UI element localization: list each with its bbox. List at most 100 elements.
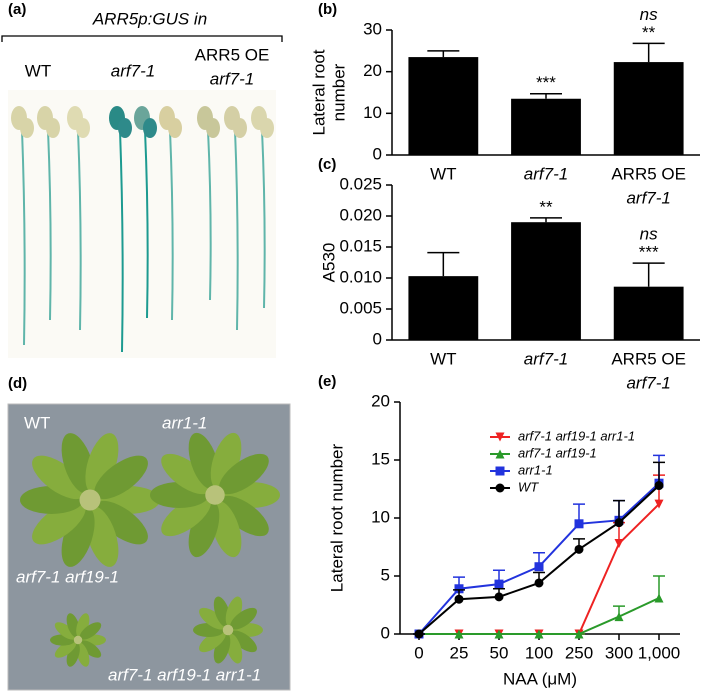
bar xyxy=(408,276,479,340)
group-label: arf7-1 xyxy=(210,69,254,88)
y-tick-label: 0.020 xyxy=(339,205,382,224)
leaf xyxy=(230,607,257,630)
plant-label: arr1-1 xyxy=(162,413,207,432)
root xyxy=(207,129,212,301)
x-tick-label: ARR5 OE xyxy=(611,349,686,368)
leaf xyxy=(94,455,148,500)
marker xyxy=(654,499,664,509)
cotyledon xyxy=(20,118,34,138)
y-tick-label: 10 xyxy=(363,103,382,122)
leaf xyxy=(94,500,148,545)
x-tick-label: arf7-1 xyxy=(524,349,568,368)
plant-label: WT xyxy=(24,413,50,432)
y-axis-label: Lateral root xyxy=(309,49,328,135)
cotyledon xyxy=(168,118,182,138)
panel-a: (a) ARR5p:GUS in WT arf7-1 ARR5 OE arf7-… xyxy=(1,1,283,358)
root xyxy=(21,129,26,346)
cotyledon xyxy=(260,118,274,138)
bar xyxy=(613,62,684,156)
error-bar xyxy=(632,42,665,63)
group-label: arf7-1 xyxy=(111,61,155,80)
x-tick-label: arf7-1 xyxy=(626,373,670,392)
y-axis-label: number xyxy=(329,63,348,121)
x-tick-label: WT xyxy=(430,349,456,368)
bracket xyxy=(1,35,283,42)
leaf xyxy=(161,453,211,495)
marker xyxy=(574,544,584,554)
annotation: ** xyxy=(642,23,656,42)
leaf xyxy=(32,500,86,545)
y-tick-label: 0 xyxy=(373,144,382,163)
bar xyxy=(408,57,479,156)
error-bar xyxy=(427,50,460,58)
panel-d: (d) WT arr1-1 arf7-1 arf19-1 arf7-1 arf1… xyxy=(7,375,291,691)
seedlings xyxy=(11,106,274,353)
leaf xyxy=(161,495,211,537)
marker xyxy=(614,518,624,528)
legend-label: arf7-1 arf19-1 xyxy=(518,445,597,460)
x-tick-label: 250 xyxy=(565,643,593,662)
marker xyxy=(494,579,504,589)
y-axis-label: Lateral root number xyxy=(327,443,346,592)
y-tick-label: 20 xyxy=(363,61,382,80)
marker xyxy=(614,612,624,622)
x-tick-label: 300 xyxy=(605,643,633,662)
panel-label: (b) xyxy=(318,1,337,18)
y-tick-label: 20 xyxy=(371,391,390,410)
plant-label: arf7-1 arf19-1 xyxy=(16,567,119,586)
group-label: ARR5 OE xyxy=(195,45,270,64)
y-tick-label: 30 xyxy=(363,19,382,38)
rosette-center xyxy=(222,624,234,636)
cotyledon xyxy=(118,118,132,138)
cotyledon xyxy=(206,118,220,138)
root xyxy=(234,129,239,331)
x-tick-label: 0 xyxy=(414,643,423,662)
marker xyxy=(454,629,464,639)
rosette-center xyxy=(73,635,83,645)
leaf xyxy=(199,607,226,630)
root xyxy=(47,129,52,321)
legend-label: arf7-1 arf19-1 arr1-1 xyxy=(518,428,635,443)
cotyledon xyxy=(143,118,157,138)
error-bar xyxy=(632,262,665,287)
marker xyxy=(454,584,464,594)
marker xyxy=(654,481,664,491)
annotation: *** xyxy=(639,243,659,262)
error-bar xyxy=(427,251,460,277)
marker xyxy=(574,519,584,529)
marker xyxy=(494,592,504,602)
root xyxy=(119,129,124,353)
y-tick-label: 0.015 xyxy=(339,236,382,255)
x-tick-label: ARR5 OE xyxy=(611,164,686,183)
x-tick-label: 25 xyxy=(450,643,469,662)
legend-label: WT xyxy=(518,479,539,494)
leaf xyxy=(199,630,226,653)
group-label: WT xyxy=(25,61,51,80)
bar xyxy=(511,222,581,340)
annotation: ns xyxy=(640,225,658,244)
rosette-center xyxy=(79,489,101,511)
y-tick-label: 0.010 xyxy=(339,267,382,286)
marker xyxy=(494,629,504,639)
annotation: ns xyxy=(640,5,658,24)
cotyledon xyxy=(233,118,247,138)
leaf xyxy=(79,622,102,640)
leaf xyxy=(54,640,77,658)
x-tick-label: arf7-1 xyxy=(524,164,568,183)
rosette-center xyxy=(205,485,225,505)
marker xyxy=(614,539,624,549)
bar xyxy=(613,286,684,340)
x-tick-label: 1,000 xyxy=(638,643,681,662)
x-tick-label: 100 xyxy=(525,643,553,662)
marker xyxy=(654,593,664,603)
marker xyxy=(495,432,505,442)
error-bar xyxy=(530,93,562,99)
root xyxy=(169,129,174,321)
root xyxy=(261,129,266,309)
leaf xyxy=(54,622,77,640)
y-tick-label: 5 xyxy=(381,565,390,584)
marker xyxy=(534,578,544,588)
y-tick-label: 10 xyxy=(371,507,390,526)
marker xyxy=(495,449,505,459)
annotation: ** xyxy=(539,197,553,216)
